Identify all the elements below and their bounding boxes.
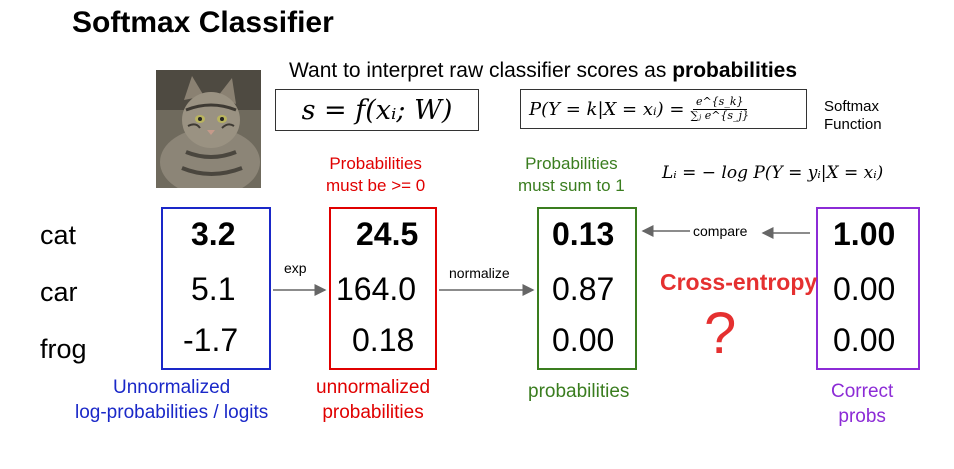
probability-value: 0.00 — [552, 322, 615, 358]
unnormalized-label: unnormalized probabilities — [316, 377, 431, 423]
correct-probs-box — [816, 207, 920, 370]
probability-value: 0.13 — [552, 216, 615, 252]
probabilities-box — [537, 207, 637, 370]
correct-value: 0.00 — [833, 322, 896, 358]
class-label-frog: frog — [40, 334, 87, 364]
logit-value: 3.2 — [191, 216, 236, 252]
unnormalized-value: 24.5 — [356, 216, 419, 252]
logit-value: -1.7 — [183, 322, 239, 358]
correct-value: 0.00 — [833, 271, 896, 307]
unnormalized-value: 164.0 — [336, 271, 417, 307]
softmax-denominator: ∑ⱼ e^{s_j} — [690, 108, 749, 122]
correct-value: 1.00 — [833, 216, 896, 252]
note-sum-to-one: Probabilities must sum to 1 — [518, 154, 625, 196]
question-mark: ? — [704, 301, 737, 366]
score-formula: s = f(xᵢ; W) — [275, 89, 479, 131]
cat-image — [156, 70, 261, 188]
unnormalized-value: 0.18 — [352, 322, 415, 358]
compare-label: compare — [693, 223, 748, 239]
cross-entropy-label: Cross-entropy — [660, 269, 818, 295]
logit-value: 5.1 — [191, 271, 236, 307]
softmax-numerator: e^{s_k} — [692, 96, 747, 110]
softmax-function-label: Softmax Function — [824, 98, 882, 133]
exp-label: exp — [284, 260, 307, 276]
class-label-cat: cat — [40, 220, 77, 250]
logits-label: Unnormalized log-probabilities / logits — [75, 377, 269, 423]
subtitle: Want to interpret raw classifier scores … — [289, 59, 798, 82]
loss-formula: Lᵢ = − log P(Y = yᵢ|X = xᵢ) — [662, 163, 884, 183]
softmax-formula: P(Y = k|X = xᵢ) = e^{s_k} ∑ⱼ e^{s_j} — [520, 89, 807, 129]
note-nonnegative: Probabilities must be >= 0 — [326, 154, 426, 196]
normalize-label: normalize — [449, 265, 510, 281]
probabilities-label: probabilities — [528, 381, 630, 402]
logits-box — [161, 207, 271, 370]
correct-probs-label: Correct probs — [831, 381, 894, 427]
unnormalized-box — [329, 207, 437, 370]
page-title: Softmax Classifier — [72, 6, 334, 39]
probability-value: 0.87 — [552, 271, 615, 307]
class-label-car: car — [40, 277, 78, 307]
